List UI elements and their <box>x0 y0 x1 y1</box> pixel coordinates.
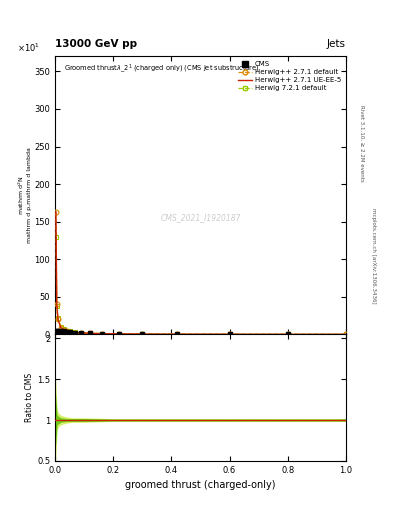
X-axis label: groomed thrust (charged-only): groomed thrust (charged-only) <box>125 480 275 490</box>
Legend: CMS, Herwig++ 2.7.1 default, Herwig++ 2.7.1 UE-EE-5, Herwig 7.2.1 default: CMS, Herwig++ 2.7.1 default, Herwig++ 2.… <box>237 60 342 93</box>
Text: Jets: Jets <box>327 38 346 49</box>
Y-axis label: Ratio to CMS: Ratio to CMS <box>25 373 34 422</box>
Text: Rivet 3.1.10, ≥ 2.2M events: Rivet 3.1.10, ≥ 2.2M events <box>360 105 365 182</box>
Y-axis label: mathrm d$^2$N
mathrm d p,mathrm d lambda: mathrm d$^2$N mathrm d p,mathrm d lambda <box>17 147 31 243</box>
Text: Groomed thrust$\lambda\_2^1$ (charged only) (CMS jet substructure): Groomed thrust$\lambda\_2^1$ (charged on… <box>64 62 259 75</box>
Text: mcplots.cern.ch [arXiv:1306.3436]: mcplots.cern.ch [arXiv:1306.3436] <box>371 208 376 304</box>
Text: CMS_2021_I1920187: CMS_2021_I1920187 <box>160 213 241 222</box>
Text: 13000 GeV pp: 13000 GeV pp <box>55 38 137 49</box>
Text: $\times10^1$: $\times10^1$ <box>17 41 40 54</box>
